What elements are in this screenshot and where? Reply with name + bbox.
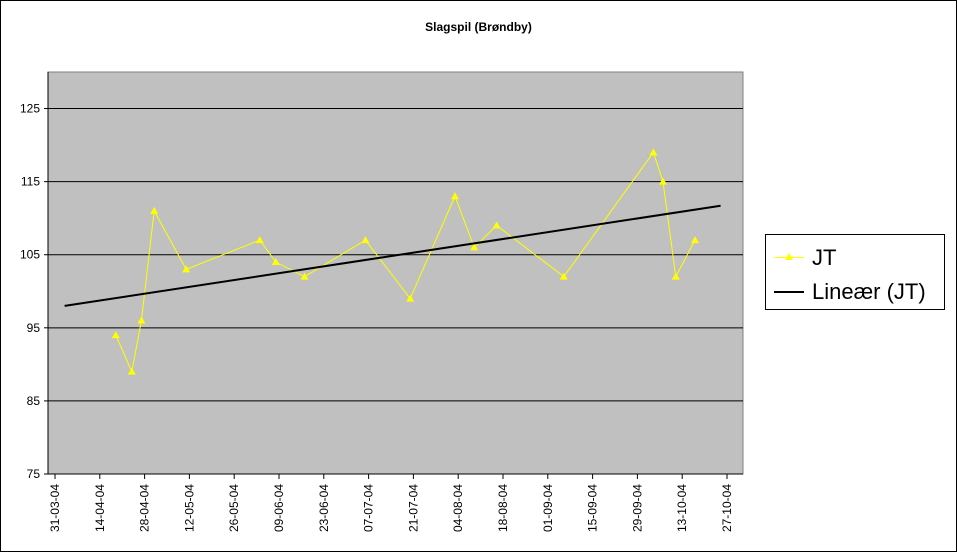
data-point <box>451 192 459 200</box>
x-tick-label: 26-05-04 <box>227 484 241 532</box>
y-tick-label: 75 <box>27 467 41 481</box>
data-point <box>406 294 415 302</box>
y-tick-label: 95 <box>27 321 41 335</box>
y-tick-label: 115 <box>21 175 40 189</box>
y-tick-labels: 75 85 95 105 115 125 <box>20 102 40 481</box>
legend-label-jt: JT <box>812 245 837 270</box>
x-tick-label: 27-10-04 <box>720 484 734 532</box>
x-tick-label: 28-04-04 <box>138 484 152 532</box>
data-point <box>271 258 280 266</box>
data-point <box>649 148 658 156</box>
x-tick-label: 31-03-04 <box>48 484 62 532</box>
axes <box>44 72 743 479</box>
x-tick-label: 12-05-04 <box>182 484 196 532</box>
data-point <box>137 316 146 324</box>
legend-item-jt: JT <box>774 243 836 273</box>
legend-item-trendline: Lineær (JT) <box>774 277 926 307</box>
x-tick-label: 04-08-04 <box>451 484 465 532</box>
x-tick-label: 07-07-04 <box>362 484 376 532</box>
x-tick-label: 13-10-04 <box>675 484 689 532</box>
legend-swatch-jt <box>774 250 804 266</box>
trendline <box>64 204 721 307</box>
x-tick-label: 15-09-04 <box>586 484 600 532</box>
plot-area <box>47 71 744 475</box>
x-tick-label: 09-06-04 <box>272 484 286 532</box>
data-point <box>150 206 159 214</box>
y-tick-label: 105 <box>20 248 40 262</box>
data-point <box>255 236 264 244</box>
x-tick-label: 29-09-04 <box>630 484 644 532</box>
data-point <box>300 272 309 280</box>
data-point <box>182 265 191 273</box>
legend: JT Lineær (JT) <box>765 234 945 310</box>
x-tick-label: 14-04-04 <box>93 484 107 532</box>
data-point <box>492 221 501 229</box>
x-tick-label: 01-09-04 <box>541 484 555 532</box>
chart-title: Slagspil (Brøndby) <box>425 20 532 34</box>
legend-label-trendline: Lineær (JT) <box>812 279 926 304</box>
data-point <box>559 272 568 280</box>
data-point <box>659 177 667 185</box>
x-tick-label: 23-06-04 <box>317 484 331 532</box>
data-point <box>127 367 136 375</box>
data-point <box>111 331 120 339</box>
data-point <box>691 236 699 244</box>
data-point <box>361 236 370 244</box>
data-point <box>671 272 680 280</box>
x-tick-label: 18-08-04 <box>496 484 510 532</box>
x-tick-label: 21-07-04 <box>406 484 420 532</box>
series-line-0 <box>115 151 696 374</box>
y-tick-label: 85 <box>27 394 41 408</box>
series <box>64 148 721 375</box>
legend-swatch-trendline <box>774 284 804 300</box>
x-tick-labels: 31-03-04 14-04-04 28-04-04 12-05-04 26-05-04… <box>48 484 734 532</box>
data-point <box>470 243 479 251</box>
y-tick-label: 125 <box>20 102 40 116</box>
triangle-marker-icon <box>785 253 793 260</box>
